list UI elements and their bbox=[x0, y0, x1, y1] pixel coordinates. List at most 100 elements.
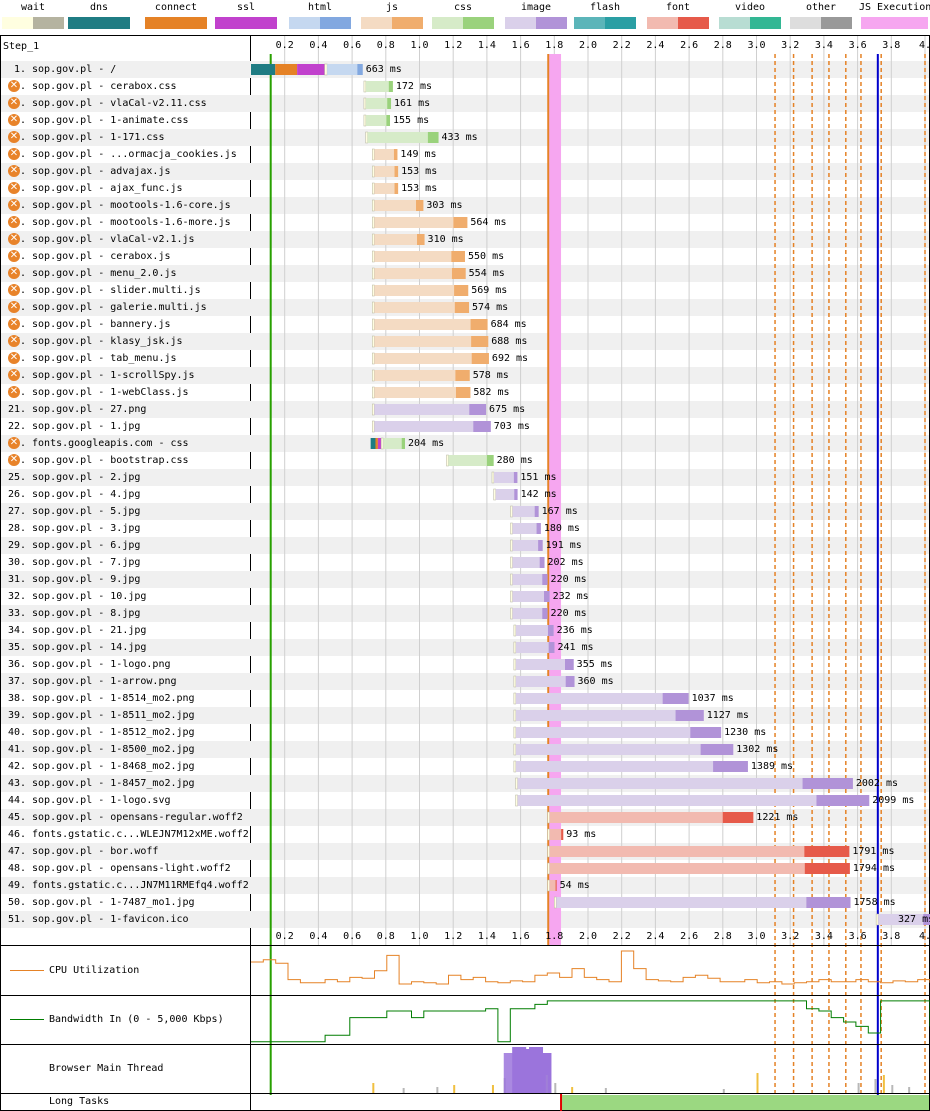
duration-label: 93 ms bbox=[566, 829, 597, 840]
warning-icon: ✕ bbox=[8, 97, 20, 109]
duration-label: 663 ms bbox=[365, 64, 402, 75]
request-url: sop.gov.pl - 1-171.css bbox=[26, 132, 165, 143]
download-bar bbox=[806, 897, 851, 908]
request-label[interactable]: ✕18. sop.gov.pl - tab_menu.js bbox=[0, 350, 250, 367]
legend-label: wait bbox=[20, 2, 46, 13]
request-label[interactable]: 34. sop.gov.pl - 21.jpg bbox=[0, 622, 250, 639]
request-label[interactable]: 31. sop.gov.pl - 9.jpg bbox=[0, 571, 250, 588]
duration-label: 204 ms bbox=[408, 438, 445, 449]
warning-icon: ✕ bbox=[8, 199, 20, 211]
request-label[interactable]: 35. sop.gov.pl - 14.jpg bbox=[0, 639, 250, 656]
duration-label: 54 ms bbox=[559, 880, 590, 891]
request-label[interactable]: 45. sop.gov.pl - opensans-regular.woff2 bbox=[0, 809, 250, 826]
request-label[interactable]: 40. sop.gov.pl - 1-8512_mo2.jpg bbox=[0, 724, 250, 741]
legend-swatch bbox=[68, 17, 130, 29]
request-label[interactable]: 33. sop.gov.pl - 8.jpg bbox=[0, 605, 250, 622]
request-label[interactable]: ✕6. sop.gov.pl - ...ormacja_cookies.js bbox=[0, 146, 250, 163]
warning-icon: ✕ bbox=[8, 165, 20, 177]
request-label[interactable]: ✕16. sop.gov.pl - bannery.js bbox=[0, 316, 250, 333]
request-label[interactable]: ✕12. sop.gov.pl - cerabox.js bbox=[0, 248, 250, 265]
wait-bar bbox=[372, 148, 375, 161]
request-url: sop.gov.pl - 14.jpg bbox=[26, 642, 147, 653]
request-label[interactable]: 46. fonts.gstatic.c...WLEJN7M12xME.woff2 bbox=[0, 826, 250, 843]
request-label[interactable]: 32. sop.gov.pl - 10.jpg bbox=[0, 588, 250, 605]
request-label[interactable]: ✕7. sop.gov.pl - advajax.js bbox=[0, 163, 250, 180]
wait-bar bbox=[372, 352, 375, 365]
warning-icon: ✕ bbox=[8, 301, 20, 313]
request-label[interactable]: ✕20. sop.gov.pl - 1-webClass.js bbox=[0, 384, 250, 401]
download-bar bbox=[386, 115, 391, 126]
request-label[interactable]: 42. sop.gov.pl - 1-8468_mo2.jpg bbox=[0, 758, 250, 775]
request-label[interactable]: ✕15. sop.gov.pl - galerie.multi.js bbox=[0, 299, 250, 316]
main-thread-activity bbox=[722, 1089, 725, 1093]
request-label[interactable]: 27. sop.gov.pl - 5.jpg bbox=[0, 503, 250, 520]
x-tick-label: 2.4 bbox=[646, 931, 665, 942]
request-number: 46. bbox=[7, 829, 26, 840]
request-label[interactable]: 36. sop.gov.pl - 1-logo.png bbox=[0, 656, 250, 673]
request-label[interactable]: 41. sop.gov.pl - 1-8500_mo2.jpg bbox=[0, 741, 250, 758]
request-label[interactable]: 39. sop.gov.pl - 1-8511_mo2.jpg bbox=[0, 707, 250, 724]
main-thread-activity bbox=[554, 1083, 557, 1093]
request-label[interactable]: 37. sop.gov.pl - 1-arrow.png bbox=[0, 673, 250, 690]
request-label[interactable]: 21. sop.gov.pl - 27.png bbox=[0, 401, 250, 418]
request-bar bbox=[374, 404, 487, 415]
request-label[interactable]: ✕4. sop.gov.pl - 1-animate.css bbox=[0, 112, 250, 129]
request-label[interactable]: ✕9. sop.gov.pl - mootools-1.6-core.js bbox=[0, 197, 250, 214]
request-url: sop.gov.pl - 7.jpg bbox=[26, 557, 141, 568]
duration-label: 151 ms bbox=[520, 472, 557, 483]
legend-item: video bbox=[717, 0, 783, 34]
request-label[interactable]: ✕3. sop.gov.pl - vlaCal-v2.11.css bbox=[0, 95, 250, 112]
main-thread-activity bbox=[874, 1079, 877, 1093]
request-url: sop.gov.pl - advajax.js bbox=[26, 166, 171, 177]
request-label[interactable]: 44. sop.gov.pl - 1-logo.svg bbox=[0, 792, 250, 809]
request-label[interactable]: ✕2. sop.gov.pl - cerabox.css bbox=[0, 78, 250, 95]
request-label[interactable]: ✕8. sop.gov.pl - ajax_func.js bbox=[0, 180, 250, 197]
request-label[interactable]: ✕17. sop.gov.pl - klasy_jsk.js bbox=[0, 333, 250, 350]
request-label[interactable]: ✕11. sop.gov.pl - vlaCal-v2.1.js bbox=[0, 231, 250, 248]
row-stripe bbox=[1, 95, 929, 112]
request-label[interactable]: 1. sop.gov.pl - / bbox=[0, 61, 250, 78]
warning-icon: ✕ bbox=[8, 182, 20, 194]
wait-bar bbox=[372, 318, 375, 331]
request-label[interactable]: 50. sop.gov.pl - 1-7487_mo1.jpg bbox=[0, 894, 250, 911]
request-label[interactable]: ✕23. fonts.googleapis.com - css bbox=[0, 435, 250, 452]
wait-bar bbox=[510, 539, 513, 552]
request-label[interactable]: ✕24. sop.gov.pl - bootstrap.css bbox=[0, 452, 250, 469]
download-bar bbox=[357, 64, 363, 75]
x-tick-label: 0.8 bbox=[376, 40, 395, 51]
request-label[interactable]: 25. sop.gov.pl - 2.jpg bbox=[0, 469, 250, 486]
request-label[interactable]: 49. fonts.gstatic.c...JN7M11RMEfq4.woff2 bbox=[0, 877, 250, 894]
wait-bar bbox=[547, 845, 550, 858]
warning-icon: ✕ bbox=[8, 437, 20, 449]
request-label[interactable]: 30. sop.gov.pl - 7.jpg bbox=[0, 554, 250, 571]
legend-swatch bbox=[2, 17, 64, 29]
request-label[interactable]: ✕19. sop.gov.pl - 1-scrollSpy.js bbox=[0, 367, 250, 384]
request-label[interactable]: 48. sop.gov.pl - opensans-light.woff2 bbox=[0, 860, 250, 877]
request-bar bbox=[365, 81, 393, 92]
duration-label: 684 ms bbox=[490, 319, 527, 330]
x-tick-label: 3.4 bbox=[814, 40, 833, 51]
request-label[interactable]: 43. sop.gov.pl - 1-8457_mo2.jpg bbox=[0, 775, 250, 792]
request-bar bbox=[512, 557, 545, 568]
request-label[interactable]: 38. sop.gov.pl - 1-8514_mo2.png bbox=[0, 690, 250, 707]
request-label[interactable]: 22. sop.gov.pl - 1.jpg bbox=[0, 418, 250, 435]
wait-bar bbox=[510, 505, 513, 518]
request-label[interactable]: ✕5. sop.gov.pl - 1-171.css bbox=[0, 129, 250, 146]
request-label[interactable]: 26. sop.gov.pl - 4.jpg bbox=[0, 486, 250, 503]
request-label[interactable]: 28. sop.gov.pl - 3.jpg bbox=[0, 520, 250, 537]
x-tick-label: 3.2 bbox=[781, 931, 800, 942]
request-bar bbox=[878, 914, 930, 925]
request-label[interactable]: ✕13. sop.gov.pl - menu_2.0.js bbox=[0, 265, 250, 282]
request-label[interactable]: ✕14. sop.gov.pl - slider.multi.js bbox=[0, 282, 250, 299]
download-bar bbox=[394, 183, 399, 194]
main-thread-activity bbox=[756, 1073, 759, 1093]
x-tick-label: 3.6 bbox=[848, 931, 867, 942]
request-bar bbox=[365, 115, 391, 126]
request-label[interactable]: 47. sop.gov.pl - bor.woff bbox=[0, 843, 250, 860]
request-bar bbox=[515, 710, 704, 721]
request-label[interactable]: 51. sop.gov.pl - 1-favicon.ico bbox=[0, 911, 250, 928]
duration-label: 280 ms bbox=[496, 455, 533, 466]
request-bar bbox=[517, 795, 870, 806]
request-label[interactable]: 29. sop.gov.pl - 6.jpg bbox=[0, 537, 250, 554]
request-label[interactable]: ✕10. sop.gov.pl - mootools-1.6-more.js bbox=[0, 214, 250, 231]
